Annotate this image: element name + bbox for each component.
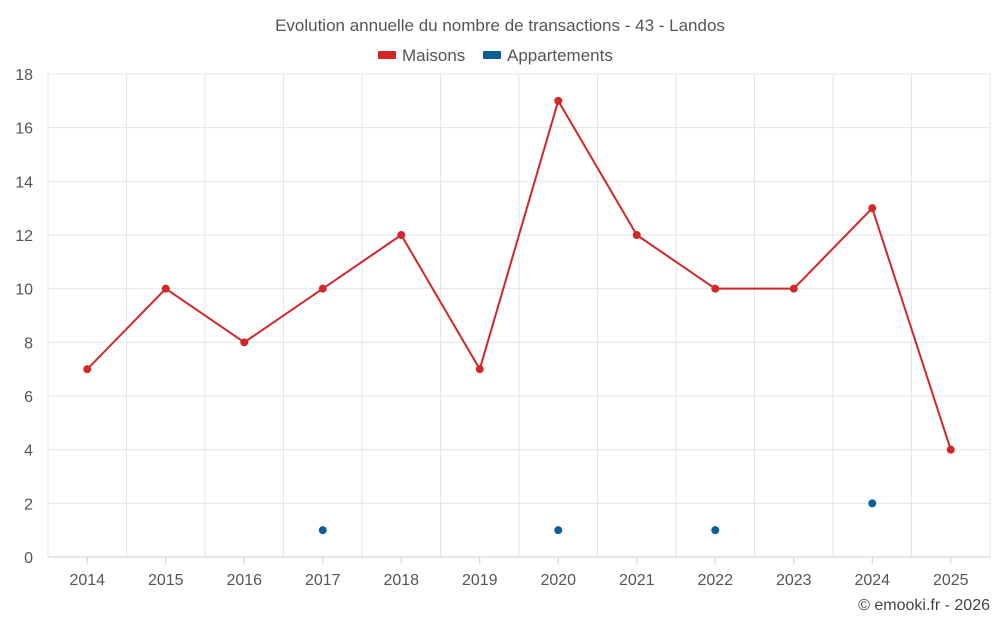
chart-title: Evolution annuelle du nombre de transact…: [275, 16, 725, 35]
series-line-maisons: [86, 99, 952, 450]
data-point-maisons[interactable]: [632, 231, 641, 239]
data-point-maisons[interactable]: [554, 96, 563, 105]
y-tick-label: 18: [15, 67, 33, 84]
x-tick-label: 2015: [148, 572, 184, 589]
data-point-appartements[interactable]: [868, 499, 877, 508]
axes: 0 2 4 6 8 10 12 14 16 18 2014 2015 2016 2017 2018 2019 2…: [15, 67, 990, 589]
x-tick-label: 2016: [226, 572, 262, 589]
x-tick-label: 2014: [69, 572, 105, 589]
y-tick-label: 2: [24, 496, 33, 513]
data-point-maisons[interactable]: [318, 284, 327, 293]
legend-swatch-maisons: [378, 51, 396, 59]
data-point-maisons[interactable]: [240, 338, 249, 347]
y-tick-label: 16: [15, 121, 33, 138]
x-tick-label: 2019: [462, 572, 498, 589]
y-tick-label: 0: [24, 550, 33, 567]
series-layer: [83, 96, 955, 535]
x-tick-label: 2022: [697, 572, 733, 589]
data-point-maisons[interactable]: [83, 365, 92, 374]
y-tick-label: 8: [24, 335, 33, 352]
x-tick-label: 2018: [383, 572, 419, 589]
x-tick-label: 2023: [776, 572, 812, 589]
data-point-maisons[interactable]: [475, 365, 484, 374]
data-point-maisons[interactable]: [161, 284, 170, 293]
x-tick-label: 2024: [854, 572, 890, 589]
y-tick-label: 6: [24, 389, 33, 406]
data-point-maisons[interactable]: [711, 284, 720, 293]
x-tick-label: 2017: [305, 572, 341, 589]
data-point-appartements[interactable]: [554, 526, 563, 535]
data-point-appartements[interactable]: [318, 526, 327, 535]
legend-item-appartements[interactable]: Appartements: [483, 46, 613, 65]
data-point-appartements[interactable]: [711, 526, 720, 535]
footer-credit: © emooki.fr - 2026: [858, 597, 990, 614]
grid: [47, 73, 991, 557]
legend-label-appartements: Appartements: [507, 46, 613, 65]
x-tick-label: 2021: [619, 572, 655, 589]
data-point-maisons[interactable]: [946, 445, 955, 454]
y-tick-label: 4: [24, 443, 33, 460]
legend: Maisons Appartements: [378, 46, 613, 65]
y-tick-label: 12: [15, 228, 33, 245]
data-point-maisons[interactable]: [868, 204, 877, 213]
legend-item-maisons[interactable]: Maisons: [378, 46, 465, 65]
y-tick-label: 10: [15, 282, 33, 299]
x-tick-label: 2025: [933, 572, 969, 589]
legend-label-maisons: Maisons: [402, 46, 465, 65]
data-point-maisons[interactable]: [397, 231, 406, 239]
data-point-maisons[interactable]: [789, 284, 798, 293]
legend-swatch-appartements: [483, 51, 501, 59]
x-tick-label: 2020: [540, 572, 576, 589]
y-tick-label: 14: [15, 174, 33, 191]
